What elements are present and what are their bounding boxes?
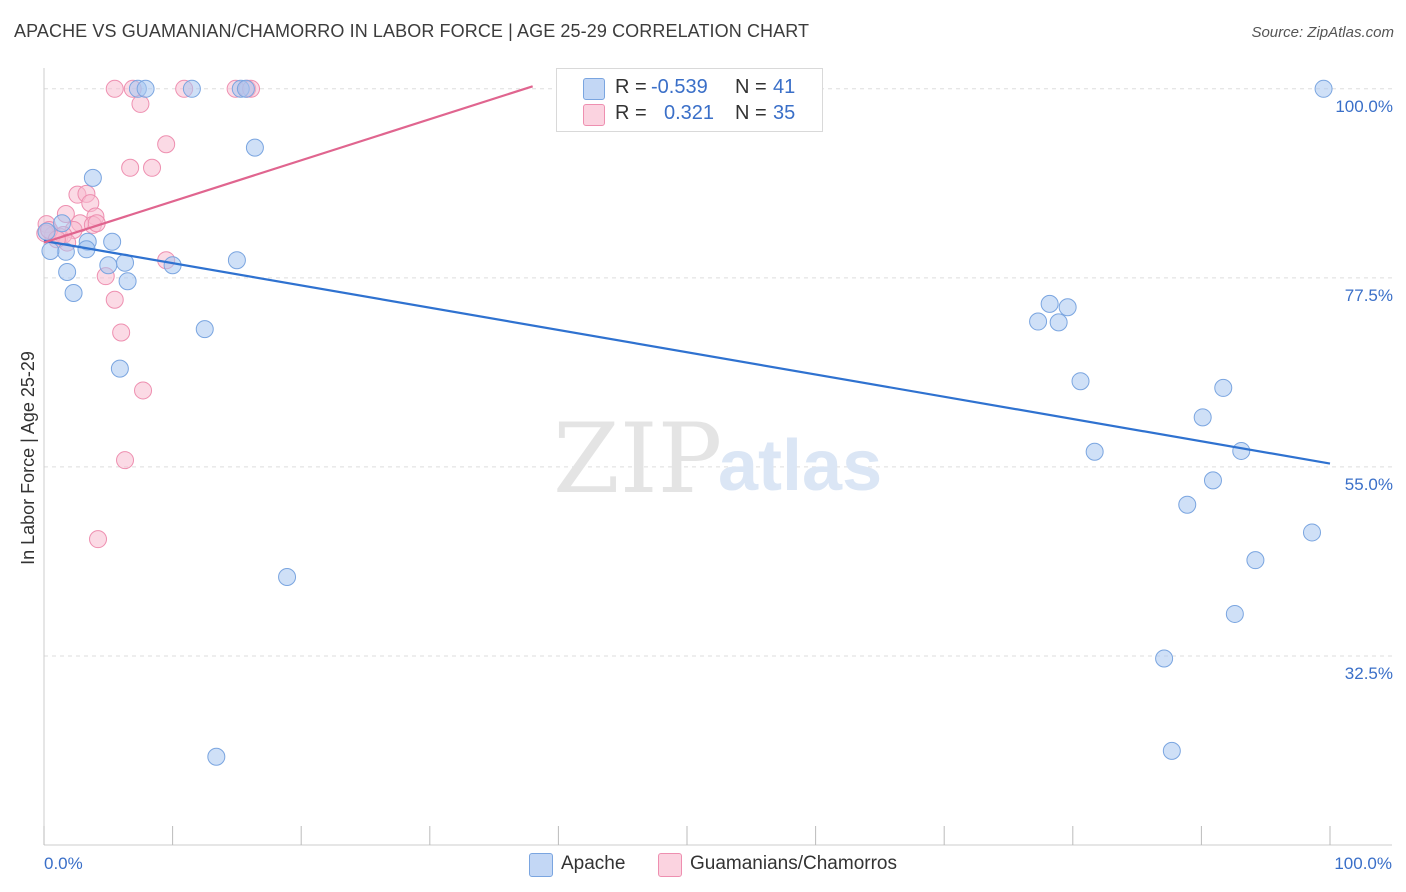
trend-lines xyxy=(43,85,1331,465)
apache-point xyxy=(1049,313,1068,332)
apache-point xyxy=(99,256,118,275)
source-label: Source: ZipAtlas.com xyxy=(1251,24,1394,41)
x-tick-label: 100.0% xyxy=(1334,854,1392,873)
guam-r-value: 0.321 xyxy=(664,102,715,124)
guam-point xyxy=(121,158,140,177)
apache-r-value: -0.539 xyxy=(651,76,708,98)
apache-point xyxy=(103,232,122,251)
apache-point xyxy=(1246,551,1265,570)
guam-point xyxy=(105,290,124,309)
apache-point xyxy=(1029,312,1048,331)
apache-point xyxy=(1155,649,1174,668)
apache-point xyxy=(1040,294,1059,313)
guam-point xyxy=(134,381,153,400)
bottom-apache-swatch xyxy=(529,853,553,877)
guam-trend-line xyxy=(43,85,534,244)
apache-swatch xyxy=(583,78,605,100)
guam-r-label: R = xyxy=(615,102,647,124)
apache-point xyxy=(245,138,264,157)
y-axis-label: In Labor Force | Age 25-29 xyxy=(18,351,38,565)
bottom-apache-label: Apache xyxy=(561,853,626,874)
apache-point xyxy=(1302,523,1321,542)
y-tick-label: 100.0% xyxy=(1335,97,1393,116)
apache-point xyxy=(207,747,226,766)
apache-point xyxy=(182,79,201,98)
apache-point xyxy=(1162,741,1181,760)
apache-point xyxy=(1232,441,1251,460)
apache-points xyxy=(37,79,1333,766)
apache-point xyxy=(118,272,137,291)
apache-point xyxy=(37,222,56,241)
guam-n-label: N = xyxy=(735,102,767,124)
apache-point xyxy=(1225,604,1244,623)
apache-point xyxy=(1193,408,1212,427)
apache-trend-line xyxy=(43,239,1331,465)
apache-n-value: 41 xyxy=(773,76,796,98)
apache-point xyxy=(110,359,129,378)
y-tick-label: 32.5% xyxy=(1345,664,1393,683)
bottom-guam-label: Guamanians/Chamorros xyxy=(690,853,897,874)
watermark-zip: ZIP xyxy=(553,403,722,515)
apache-point xyxy=(1203,471,1222,490)
apache-point xyxy=(1071,372,1090,391)
apache-point xyxy=(278,567,297,586)
apache-n-label: N = xyxy=(735,76,767,98)
apache-point xyxy=(1058,298,1077,317)
bottom-guam-swatch xyxy=(658,853,682,877)
tick-labels: 100.0% 77.5% 55.0% 32.5% 0.0% 100.0% xyxy=(44,97,1393,873)
guam-point xyxy=(116,451,135,470)
guam-point xyxy=(143,158,162,177)
guam-swatch xyxy=(583,104,605,126)
guam-point xyxy=(112,323,131,342)
apache-r-label: R = xyxy=(615,76,647,98)
apache-point xyxy=(64,283,83,302)
apache-point xyxy=(136,79,155,98)
y-tick-label: 55.0% xyxy=(1345,475,1393,494)
chart-title: APACHE VS GUAMANIAN/CHAMORRO IN LABOR FO… xyxy=(14,21,810,41)
guam-n-value: 35 xyxy=(773,102,796,124)
apache-point xyxy=(41,241,60,260)
guam-point xyxy=(89,530,108,549)
apache-point xyxy=(58,262,77,281)
guam-point xyxy=(131,94,150,113)
apache-point xyxy=(195,320,214,339)
watermark-atlas: atlas xyxy=(718,426,882,506)
grid-lines xyxy=(44,88,1392,657)
guam-point xyxy=(157,135,176,154)
apache-point xyxy=(53,214,72,233)
x-tick-label: 0.0% xyxy=(44,854,83,873)
axes xyxy=(43,68,1392,846)
apache-point xyxy=(236,79,255,98)
apache-point xyxy=(1314,79,1333,98)
guam-point xyxy=(105,79,124,98)
apache-point xyxy=(1085,442,1104,461)
correlation-legend: R = -0.539 N = 41 R = 0.321 N = 35 xyxy=(556,68,823,132)
apache-point xyxy=(227,251,246,270)
apache-point xyxy=(1178,495,1197,514)
y-tick-label: 77.5% xyxy=(1345,286,1393,305)
apache-point xyxy=(83,168,102,187)
apache-point xyxy=(1214,378,1233,397)
